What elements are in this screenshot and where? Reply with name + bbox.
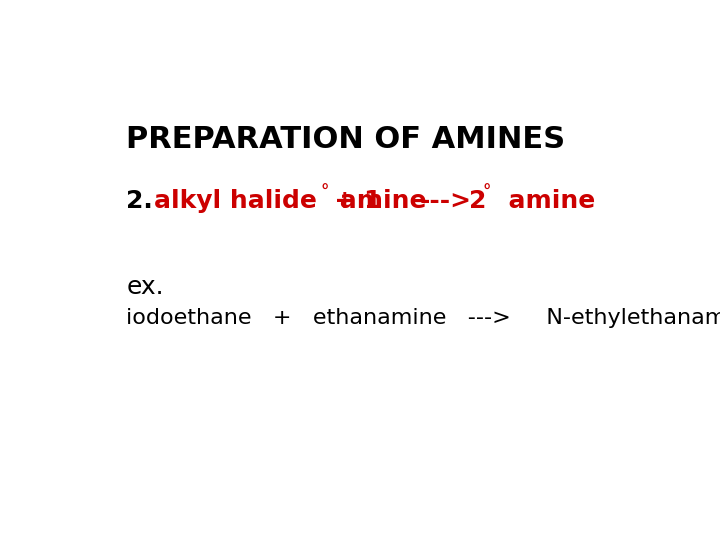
Text: amine: amine [331,189,426,213]
Text: PREPARATION OF AMINES: PREPARATION OF AMINES [126,125,565,154]
Text: °: ° [320,184,329,202]
Text: 2: 2 [469,189,487,213]
Text: alkyl halide  + 1: alkyl halide + 1 [154,189,382,213]
Text: iodoethane   +   ethanamine   --->     N-ethylethanamine: iodoethane + ethanamine ---> N-ethyletha… [126,308,720,328]
Text: ex.: ex. [126,275,164,299]
Text: °: ° [483,184,491,202]
Text: 2.: 2. [126,189,162,213]
Text: amine: amine [490,189,595,213]
Text: --->: ---> [419,189,471,213]
